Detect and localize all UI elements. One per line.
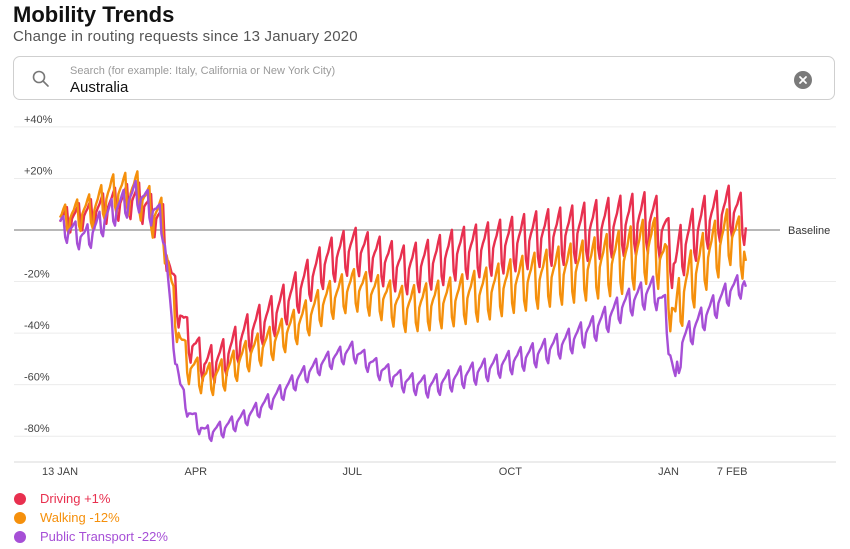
y-tick-label: +40% (24, 114, 53, 126)
search-input[interactable]: Australia (70, 79, 129, 96)
legend-item-public-transport[interactable]: Public Transport -22% (14, 527, 168, 546)
y-tick-label: -60% (24, 372, 50, 384)
series-line-public-transport (58, 179, 748, 443)
legend-label-public-transport: Public Transport -22% (40, 529, 168, 544)
search-icon (32, 70, 50, 88)
page-title: Mobility Trends (13, 2, 175, 27)
legend-item-walking[interactable]: Walking -12% (14, 508, 168, 527)
search-box[interactable]: Search (for example: Italy, California o… (13, 56, 835, 100)
page-subtitle: Change in routing requests since 13 Janu… (13, 28, 358, 45)
x-tick-label: OCT (499, 466, 523, 478)
y-tick-label: -80% (24, 423, 50, 435)
y-tick-label: -20% (24, 269, 50, 281)
mobility-chart: +40% +20% -20% -40% -60% -80% Baseline 13 JAN AP… (0, 110, 850, 488)
x-tick-label: JAN (658, 466, 679, 478)
legend-dot-public-transport (14, 530, 26, 543)
clear-icon[interactable] (794, 71, 812, 89)
series-line-driving (58, 181, 748, 384)
x-tick-label: 7 FEB (717, 466, 748, 478)
legend-dot-driving (14, 492, 26, 505)
legend-label-walking: Walking -12% (40, 510, 120, 525)
y-tick-label: -40% (24, 320, 50, 332)
legend-item-driving[interactable]: Driving +1% (14, 489, 168, 508)
x-tick-label: APR (184, 466, 207, 478)
legend-dot-walking (14, 511, 26, 524)
legend: Driving +1% Walking -12% Public Transpor… (14, 489, 168, 546)
legend-label-driving: Driving +1% (40, 491, 111, 506)
x-tick-label: JUL (342, 466, 362, 478)
x-tick-label: 13 JAN (42, 466, 78, 478)
y-tick-label: +20% (24, 165, 53, 177)
search-placeholder: Search (for example: Italy, California o… (70, 65, 336, 77)
baseline-label: Baseline (788, 225, 830, 237)
series-line-walking (58, 170, 748, 397)
chart-canvas: +40% +20% -20% -40% -60% -80% Baseline 13 JAN AP… (14, 114, 836, 478)
